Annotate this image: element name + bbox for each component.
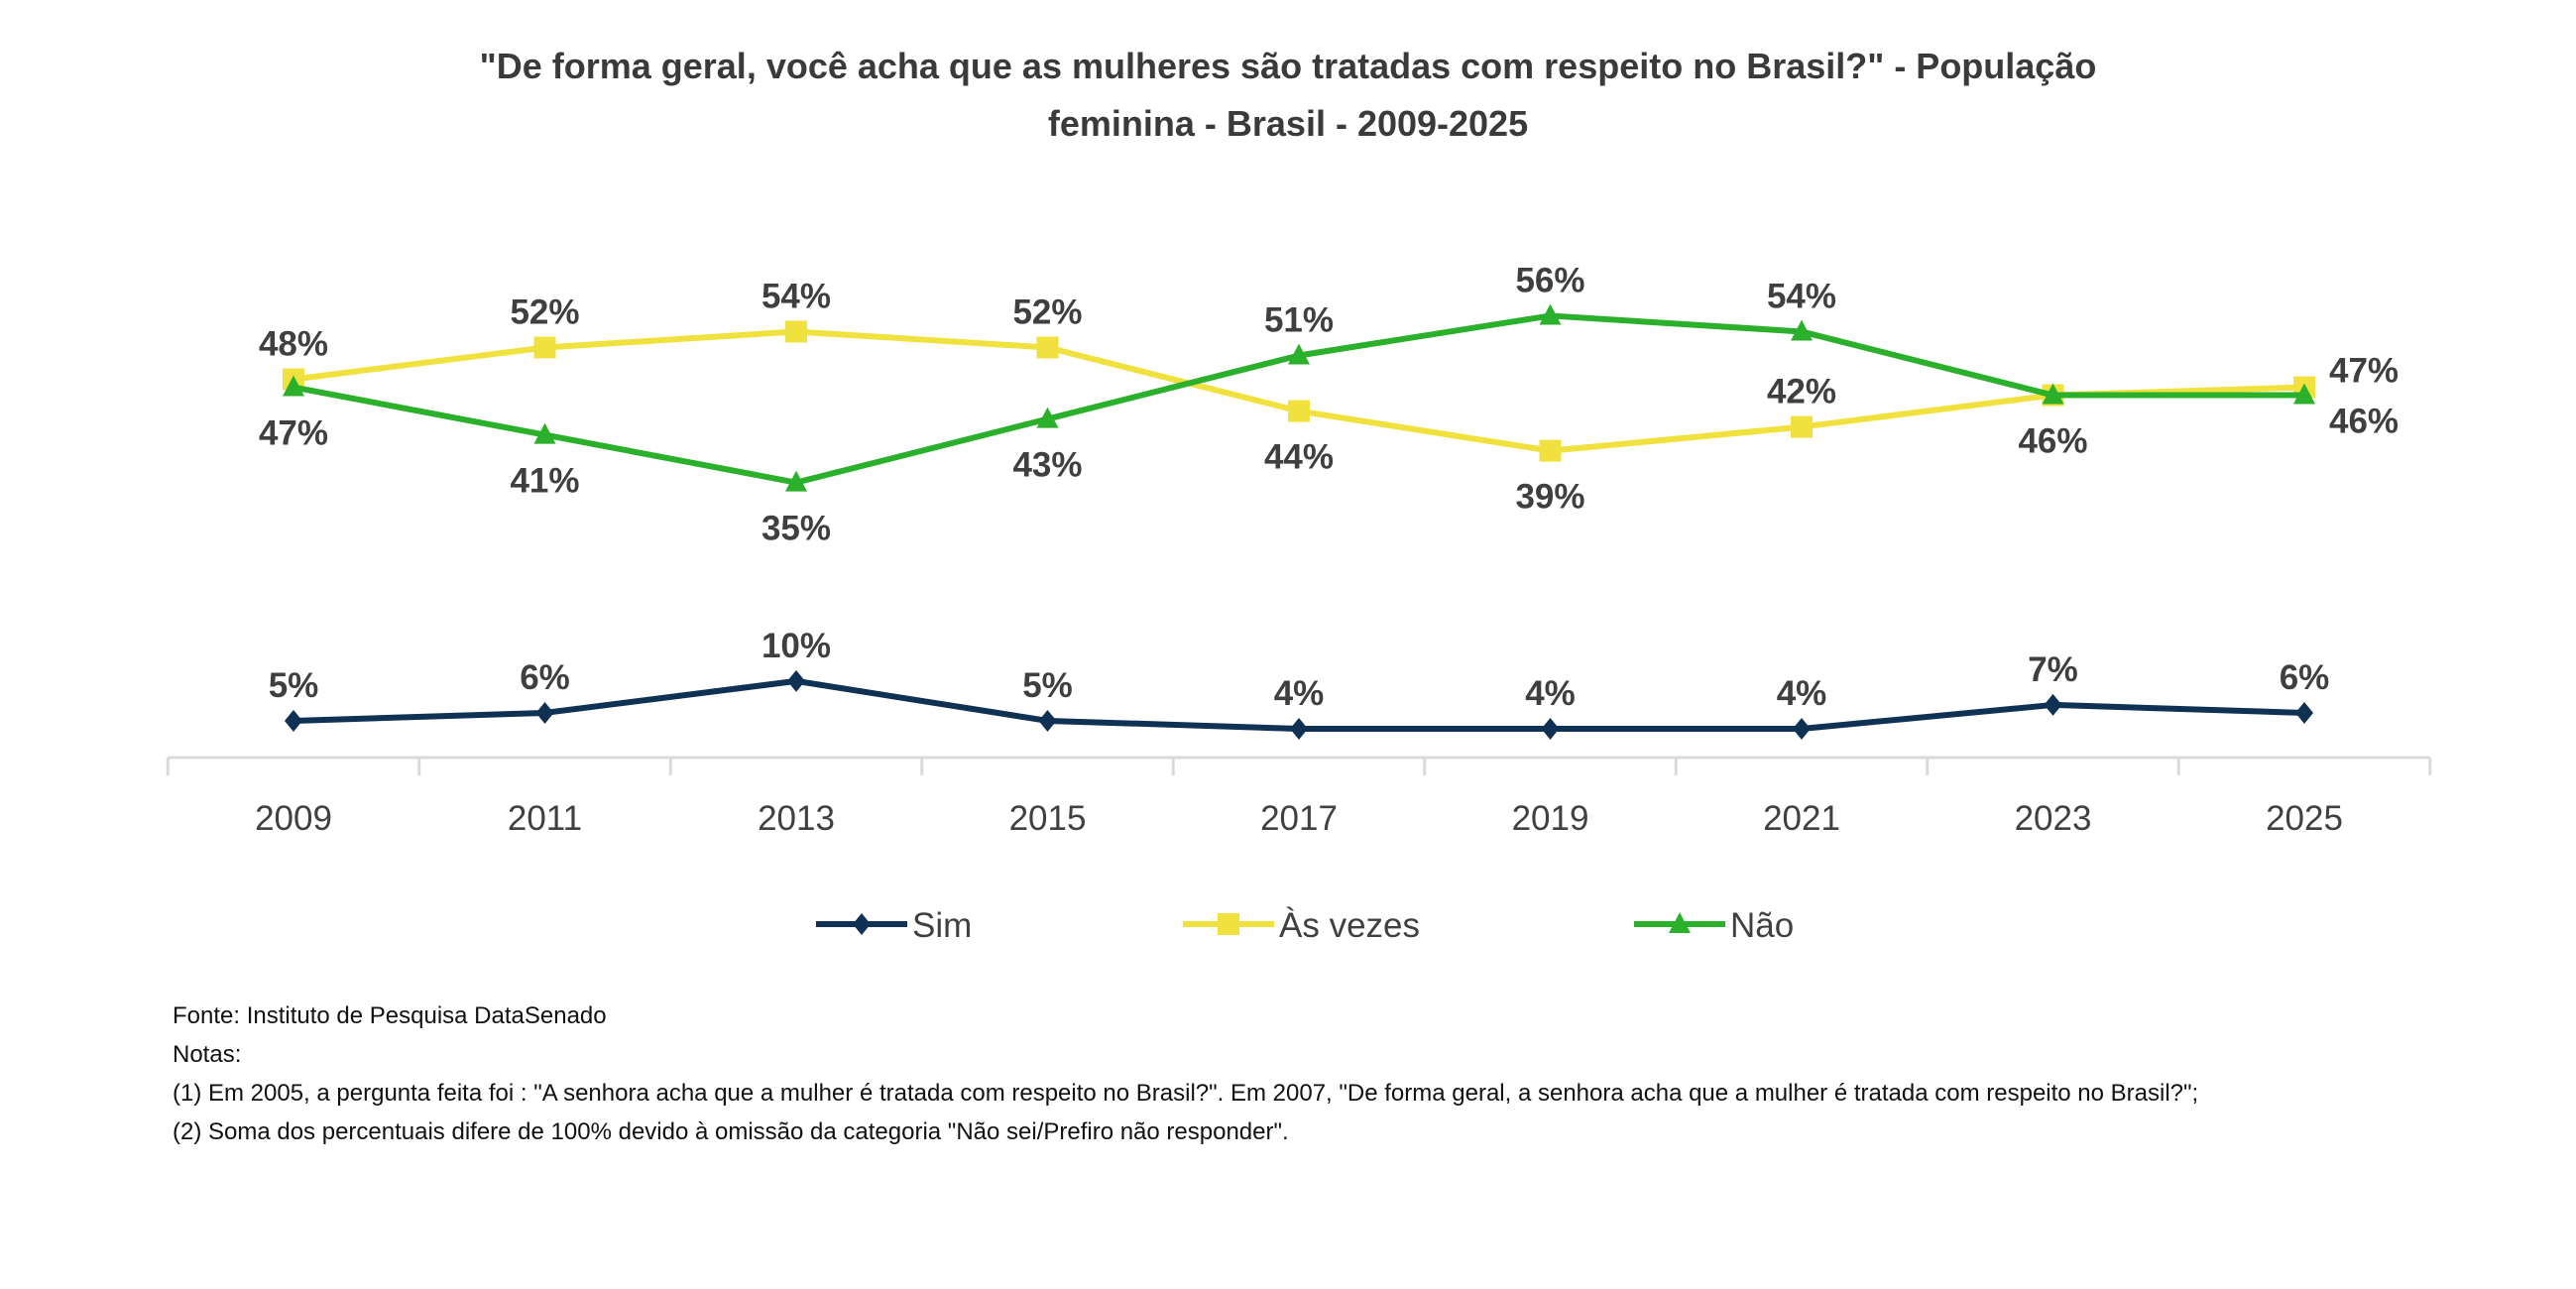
x-tick-label: 2011 [508, 799, 582, 838]
chart-title-line-2: feminina - Brasil - 2009-2025 [1047, 103, 1529, 144]
data-point-s-vezes [1791, 415, 1813, 438]
data-label-sim: 5% [269, 666, 319, 705]
data-point-sim [535, 701, 554, 724]
data-label-n-o: 47% [259, 414, 328, 453]
data-point-sim [285, 709, 302, 732]
data-label-s-vezes: 42% [1767, 373, 1836, 411]
data-point-sim [787, 669, 805, 692]
data-label-s-vezes: 48% [259, 325, 328, 364]
x-tick-label: 2017 [1260, 799, 1338, 838]
data-label-sim: 4% [1777, 674, 1827, 713]
data-label-sim: 6% [520, 658, 570, 697]
data-label-n-o: 46% [2018, 422, 2087, 461]
x-tick-label: 2009 [255, 799, 332, 838]
data-label-s-vezes: 47% [2329, 352, 2399, 391]
x-tick-label: 2021 [1763, 799, 1840, 838]
data-point-sim [2044, 693, 2062, 716]
data-point-s-vezes [1539, 439, 1562, 462]
data-point-s-vezes [1036, 336, 1059, 359]
data-label-n-o: 41% [510, 462, 579, 501]
data-label-s-vezes: 52% [1012, 293, 1082, 331]
data-point-n-o [533, 422, 556, 444]
data-label-s-vezes: 39% [1515, 478, 1584, 517]
data-label-n-o: 46% [2329, 403, 2399, 441]
data-point-s-vezes [533, 336, 556, 359]
data-point-n-o [1791, 319, 1813, 341]
legend-marker-n-o [1669, 912, 1691, 933]
data-label-n-o: 56% [1515, 261, 1584, 299]
data-label-sim: 4% [1274, 674, 1325, 713]
x-tick-label: 2025 [2266, 799, 2343, 838]
note-1: (1) Em 2005, a pergunta feita foi : "A s… [173, 1080, 2199, 1107]
x-tick-label: 2013 [758, 799, 835, 838]
data-point-n-o [1288, 343, 1310, 365]
data-label-n-o: 43% [1012, 446, 1082, 485]
legend-marker-sim [853, 913, 871, 935]
data-point-n-o [1539, 303, 1562, 325]
data-label-n-o: 51% [1264, 300, 1334, 339]
notes: Fonte: Instituto de Pesquisa DataSenado … [173, 996, 2562, 1151]
data-label-s-vezes: 52% [510, 293, 579, 331]
data-point-n-o [283, 375, 304, 397]
data-point-n-o [2042, 383, 2064, 405]
data-label-s-vezes: 44% [1264, 438, 1334, 477]
data-label-sim: 10% [761, 627, 831, 665]
data-label-sim: 7% [2028, 650, 2078, 689]
data-label-n-o: 54% [1767, 277, 1836, 315]
legend-label-sim: Sim [912, 906, 972, 945]
data-point-n-o [2293, 383, 2315, 405]
data-label-sim: 5% [1022, 666, 1073, 705]
notes-heading: Notas: [173, 1041, 242, 1068]
x-tick-label: 2015 [1009, 799, 1087, 838]
data-label-sim: 6% [2280, 658, 2330, 697]
data-point-sim [1793, 717, 1811, 740]
legend-label-s-vezes: Às vezes [1279, 906, 1420, 945]
chart-title: "De forma geral, você acha que as mulher… [0, 38, 2576, 153]
data-label-s-vezes: 54% [761, 277, 831, 315]
data-point-sim [1038, 709, 1057, 732]
x-tick-label: 2023 [2015, 799, 2092, 838]
data-point-sim [1290, 717, 1308, 740]
legend-label-n-o: Não [1730, 906, 1794, 945]
legend-marker-s-vezes [1218, 913, 1239, 935]
data-point-s-vezes [1288, 400, 1310, 422]
data-point-s-vezes [785, 320, 807, 343]
data-point-n-o [1036, 407, 1059, 428]
source-note: Fonte: Instituto de Pesquisa DataSenado [173, 1002, 607, 1029]
data-point-sim [1541, 717, 1560, 740]
note-2: (2) Soma dos percentuais difere de 100% … [173, 1118, 1289, 1145]
chart-title-line-1: "De forma geral, você acha que as mulher… [479, 46, 2097, 86]
x-tick-label: 2019 [1512, 799, 1589, 838]
data-label-sim: 4% [1525, 674, 1576, 713]
data-label-n-o: 35% [761, 510, 831, 548]
data-point-n-o [785, 470, 807, 492]
data-point-sim [2295, 701, 2313, 724]
